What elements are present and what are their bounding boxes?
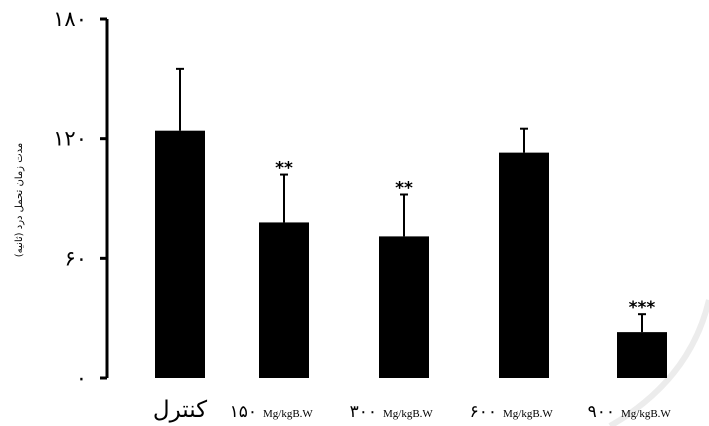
x-category-unit: Mg/kgB.W (503, 408, 553, 420)
y-axis-label: مدت زمان تحمل درد (ثانیه) (14, 143, 25, 257)
y-tick-label: ۰ (76, 366, 87, 390)
bar (155, 130, 205, 378)
x-category-dose: ۱۵۰ (230, 402, 257, 422)
x-category-dose: ۳۰۰ (350, 402, 377, 422)
y-tick-label: ۶۰ (64, 246, 87, 270)
x-category-unit: Mg/kgB.W (383, 408, 433, 420)
bar (499, 152, 549, 378)
x-category-label: کنترل (153, 397, 207, 423)
significance-marker: ** (275, 159, 293, 179)
bar (259, 222, 309, 378)
x-category-dose: ۹۰۰ (588, 402, 615, 422)
bar (617, 332, 667, 378)
x-category-unit: Mg/kgB.W (621, 408, 671, 420)
x-category-dose: ۶۰۰ (470, 402, 497, 422)
bars: ******* (155, 67, 667, 378)
y-ticks: ۰ ۶۰ ۱۲۰ ۱۸۰ (53, 7, 107, 390)
bar (379, 236, 429, 378)
y-tick-label: ۱۲۰ (53, 127, 87, 151)
significance-marker: ** (395, 179, 413, 199)
x-category-unit: Mg/kgB.W (263, 408, 313, 420)
watermark-shape (608, 299, 709, 426)
y-axis-title: مدت زمان تحمل درد (ثانیه) (14, 143, 25, 257)
y-tick-label: ۱۸۰ (53, 7, 87, 31)
significance-marker: *** (629, 298, 656, 318)
x-category-labels: کنترل ۱۵۰ Mg/kgB.W ۳۰۰ Mg/kgB.W ۶۰۰ Mg/kgB.W ۹۰… (153, 397, 672, 423)
